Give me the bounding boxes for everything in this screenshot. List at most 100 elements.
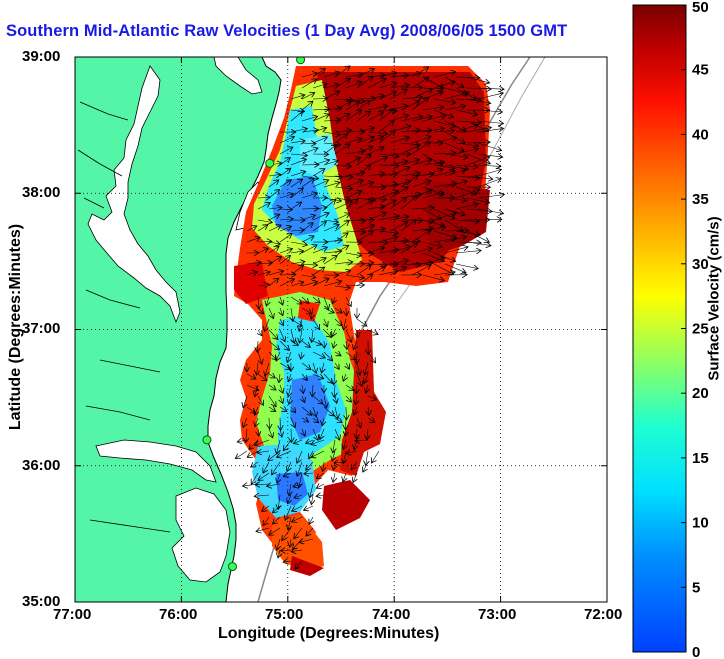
velocity-vector — [269, 527, 281, 535]
velocity-vector — [268, 374, 275, 378]
velocity-vector — [301, 245, 317, 254]
velocity-vector — [323, 132, 341, 135]
velocity-vector — [312, 247, 327, 254]
y-tick-label: 39:00 — [22, 48, 61, 65]
velocity-vector — [258, 329, 262, 336]
velocity-vector — [389, 137, 409, 144]
velocity-vector — [282, 527, 292, 541]
velocity-vector — [346, 406, 347, 420]
velocity-vector — [283, 473, 292, 477]
y-tick-label: 35:00 — [22, 593, 61, 610]
velocity-vector — [378, 131, 395, 144]
velocity-vector — [356, 182, 374, 188]
velocity-vector — [280, 550, 292, 551]
velocity-vector — [411, 89, 433, 100]
velocity-vector — [323, 91, 340, 100]
velocity-vector — [356, 200, 373, 210]
velocity-vector — [400, 116, 423, 122]
velocity-vector — [356, 146, 373, 155]
station-marker — [202, 435, 212, 445]
velocity-vector — [389, 222, 408, 232]
velocity-vector — [251, 472, 259, 484]
velocity-vector — [345, 74, 363, 77]
velocity-vector — [290, 111, 303, 122]
velocity-vector — [466, 176, 493, 179]
velocity-vector — [316, 484, 325, 488]
velocity-vector — [466, 76, 490, 83]
velocity-vector — [292, 505, 303, 511]
velocity-vector — [316, 495, 325, 496]
velocity-vector — [312, 137, 327, 144]
velocity-vector — [356, 99, 376, 100]
velocity-vector — [301, 79, 317, 89]
velocity-vector — [277, 450, 292, 457]
velocity-vector — [301, 223, 313, 232]
velocity-vector — [323, 351, 333, 361]
velocity-vector — [279, 340, 290, 350]
velocity-vector — [290, 538, 291, 547]
colorbar-tick-label: 20 — [692, 385, 709, 402]
velocity-vector — [258, 351, 262, 364]
velocity-vector — [312, 114, 329, 122]
velocity-vector — [345, 199, 358, 210]
velocity-vector — [466, 153, 490, 164]
velocity-vector — [290, 171, 306, 177]
velocity-vector — [334, 221, 349, 232]
velocity-vector — [290, 251, 304, 253]
velocity-vector — [280, 318, 284, 326]
velocity-vector — [335, 406, 338, 419]
velocity-vector — [367, 174, 385, 177]
velocity-vector — [357, 417, 361, 428]
velocity-vector — [268, 271, 284, 276]
velocity-vector — [323, 296, 329, 310]
velocity-vector — [301, 362, 311, 370]
velocity-vector — [367, 242, 388, 243]
velocity-vector — [301, 264, 318, 265]
velocity-vector — [263, 516, 270, 526]
velocity-vector — [367, 248, 385, 254]
pamlico-sound — [171, 487, 231, 583]
velocity-vector — [323, 220, 338, 222]
velocity-vector — [346, 340, 347, 349]
velocity-vector — [301, 373, 307, 381]
velocity-vector — [444, 153, 468, 158]
velocity-vector — [411, 116, 432, 122]
velocity-vector — [455, 143, 479, 146]
velocity-vector — [301, 296, 309, 304]
velocity-vector — [280, 384, 283, 393]
velocity-vector — [312, 351, 325, 358]
velocity-vector — [343, 373, 346, 381]
velocity-vector — [288, 384, 291, 397]
velocity-vector — [324, 318, 328, 327]
velocity-vector — [455, 263, 478, 269]
velocity-vector — [357, 362, 360, 375]
velocity-vector — [455, 165, 478, 167]
velocity-vector — [301, 236, 314, 243]
velocity-vector — [312, 329, 314, 342]
velocity-vector — [312, 169, 325, 177]
velocity-vector — [279, 168, 291, 177]
velocity-vector — [312, 180, 329, 188]
velocity-vector — [257, 395, 263, 405]
velocity-vector — [257, 220, 272, 223]
velocity-vector — [272, 461, 281, 475]
velocity-vector — [267, 484, 281, 486]
velocity-vector — [466, 127, 491, 133]
velocity-vector — [301, 73, 317, 78]
velocity-vector — [334, 286, 351, 288]
velocity-vector — [288, 373, 291, 382]
velocity-vector — [455, 220, 479, 222]
velocity-vector — [389, 167, 410, 177]
velocity-vector — [301, 143, 316, 144]
velocity-vector — [311, 494, 313, 505]
velocity-vector — [367, 264, 387, 265]
velocity-vector — [312, 384, 313, 397]
velocity-vector — [389, 75, 409, 77]
velocity-vector — [301, 307, 312, 314]
colorbar-tick-label: 50 — [692, 0, 709, 16]
velocity-vector — [345, 180, 363, 188]
velocity-vector — [433, 131, 455, 132]
velocity-vector — [312, 208, 327, 210]
velocity-vector — [466, 142, 490, 143]
velocity-vector — [389, 85, 409, 88]
